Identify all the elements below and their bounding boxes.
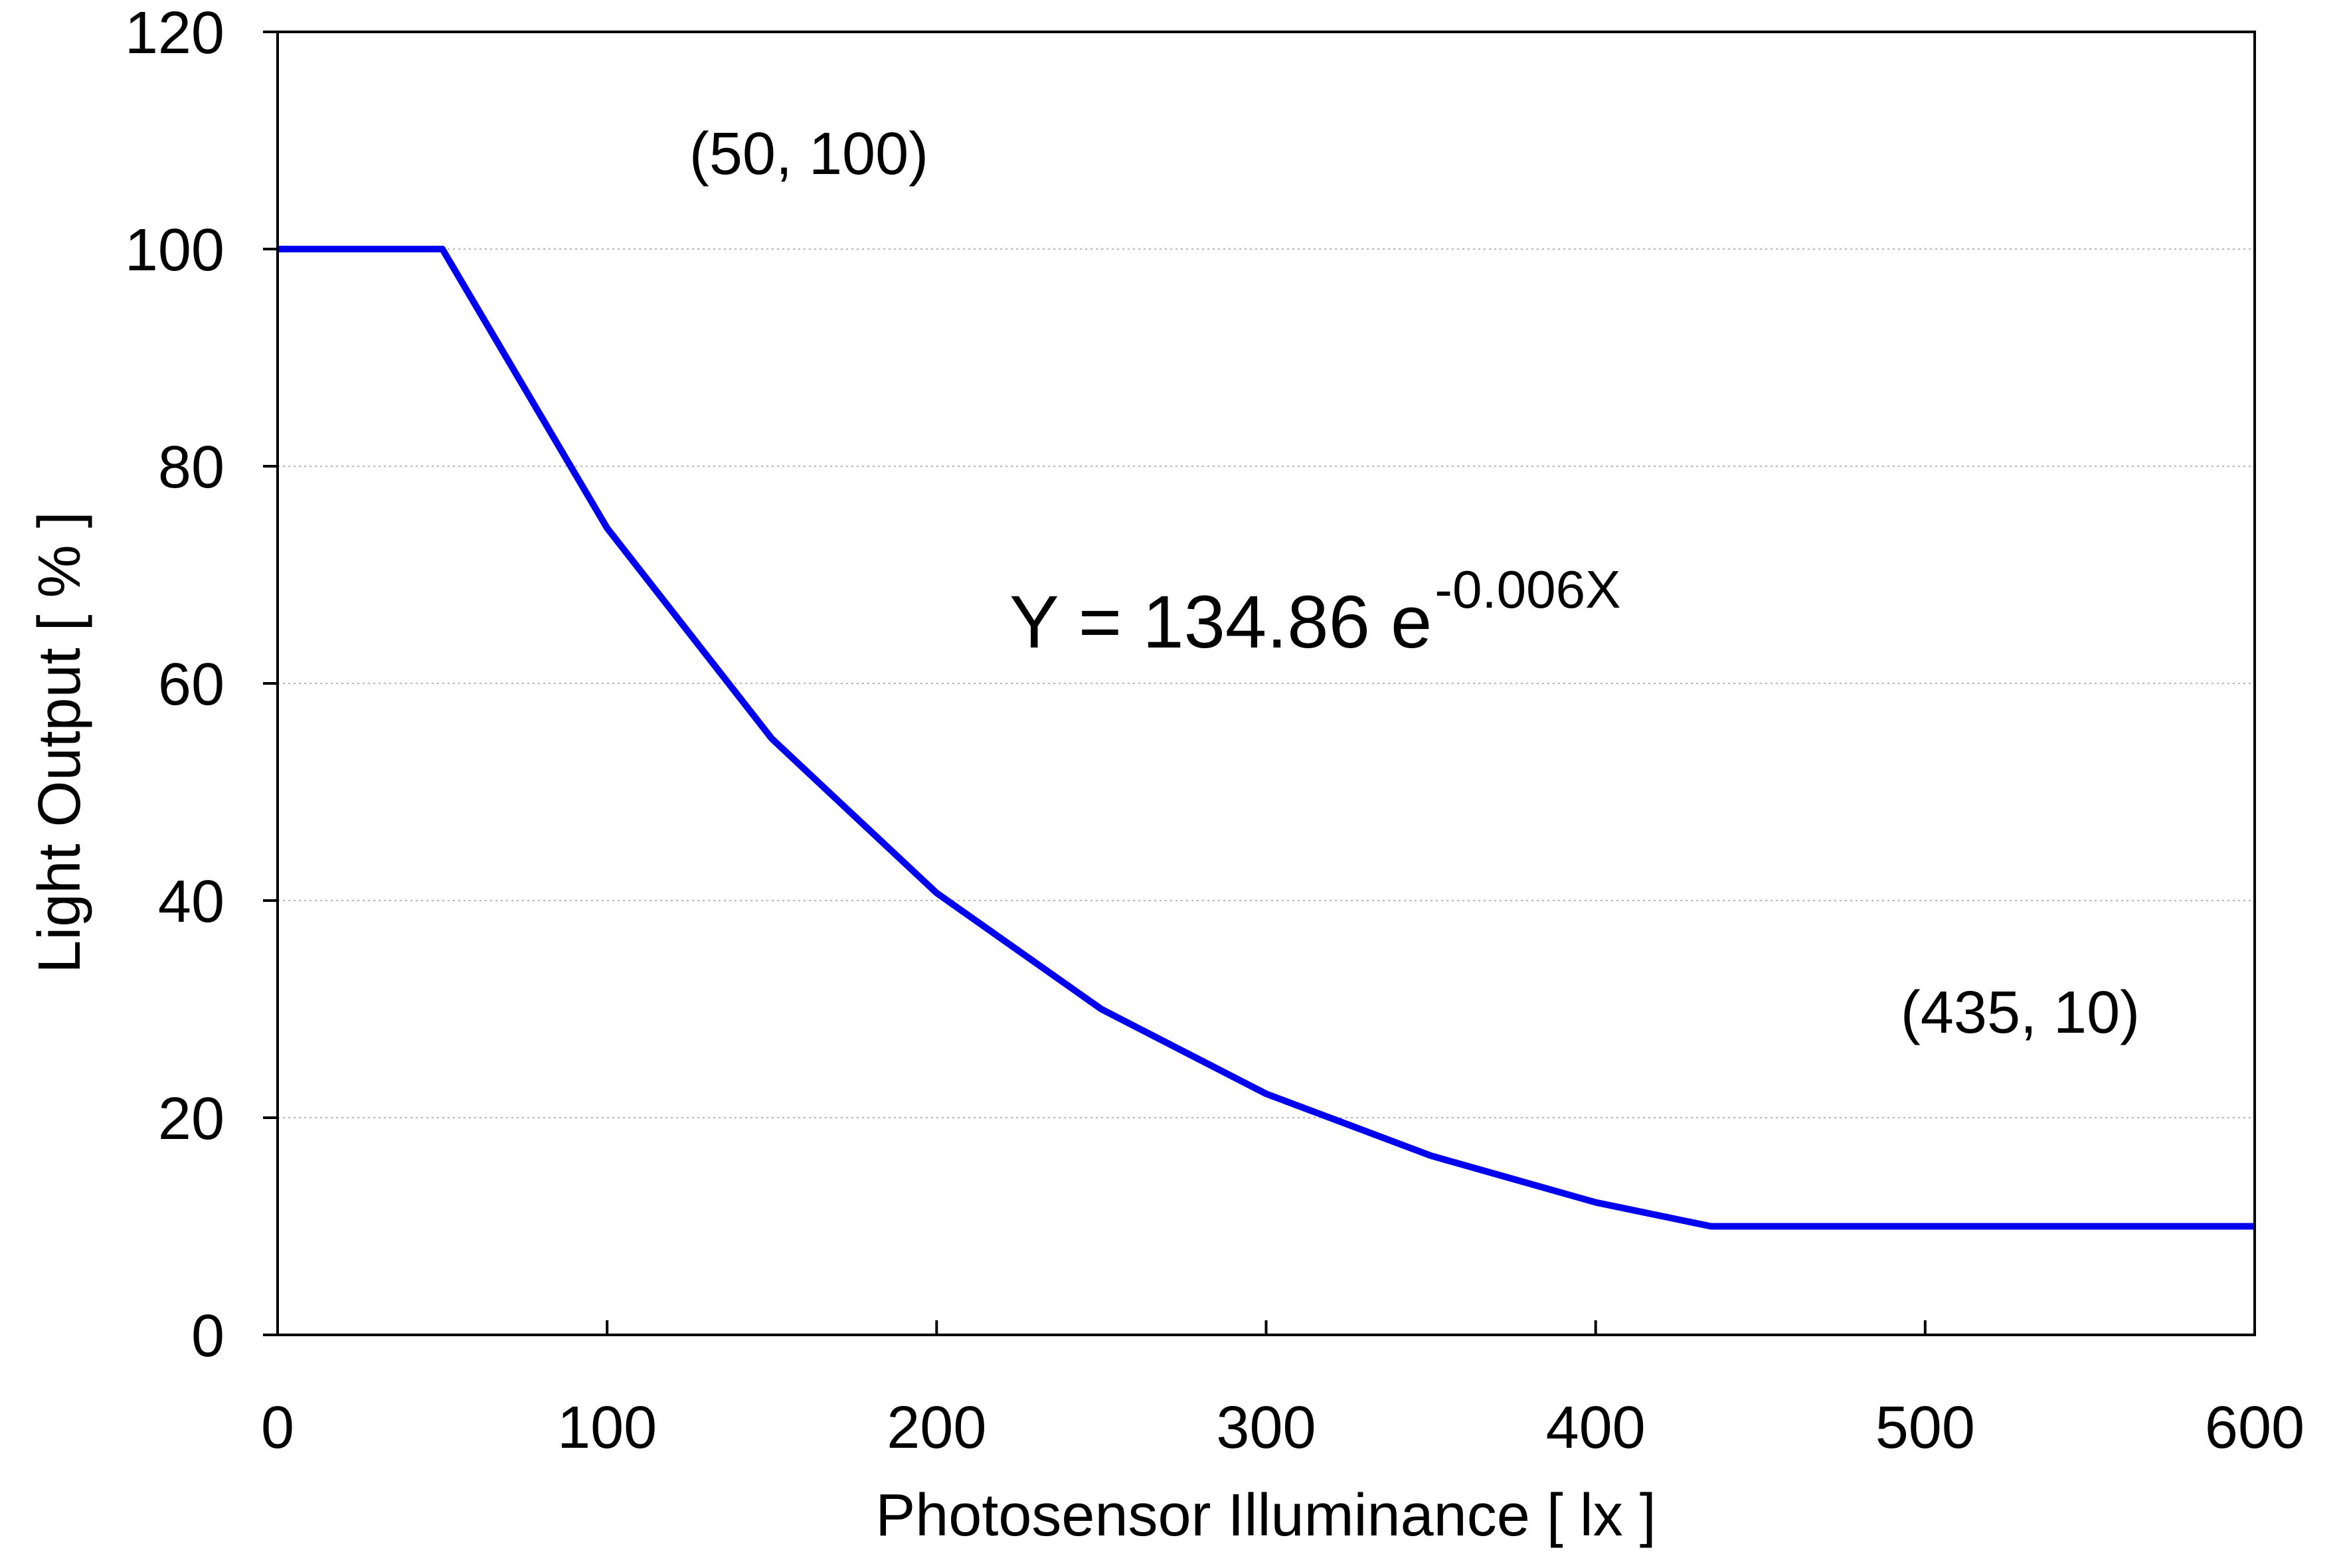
y-tick-label: 0 [191,1303,224,1369]
annotation-start-point: (50, 100) [689,121,928,187]
y-axis-title: Light Output [ % ] [27,511,93,973]
fit-equation-exponent: -0.006X [1434,560,1620,619]
x-tick-label: 0 [261,1395,294,1461]
y-tick-label: 80 [158,434,224,501]
series-line [278,246,2255,1230]
x-tick-label: 600 [2205,1395,2304,1461]
fit-equation-base: Y = 134.86 e [1009,580,1432,663]
x-tick-label: 400 [1546,1395,1646,1461]
grid-layer [278,248,2255,1118]
y-tick-label: 120 [125,0,224,66]
label-layer: 0 20 40 60 80 100 120 0 100 200 300 400 500 600 [125,0,2304,1461]
y-tick-label: 40 [158,869,224,935]
x-tick-label: 100 [557,1395,657,1461]
y-tick-label: 100 [125,217,224,284]
y-tick-label: 20 [158,1086,224,1152]
annotation-end-point: (435, 10) [1901,980,2140,1046]
y-tick-label: 60 [158,652,224,718]
x-axis-title: Photosensor Illuminance [ lx ] [875,1482,1656,1549]
series-layer [278,246,2255,1230]
x-tick-label: 300 [1216,1395,1316,1461]
tick-layer [263,31,2256,1336]
fit-equation: Y = 134.86 e-0.006X [1009,560,1621,663]
x-tick-label: 500 [1875,1395,1975,1461]
x-tick-label: 200 [887,1395,986,1461]
